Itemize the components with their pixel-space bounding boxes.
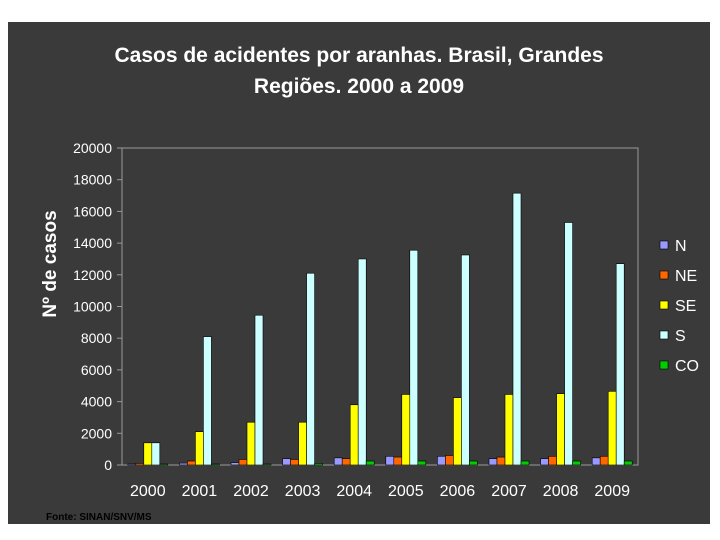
legend-label-s: S [675, 328, 686, 345]
x-tick-label: 2000 [130, 483, 166, 500]
y-tick-label: 2000 [81, 425, 112, 441]
bar-n-2003 [282, 458, 291, 466]
bar-co-2005 [417, 460, 427, 466]
bar-s-2003 [306, 272, 315, 466]
y-tick-label: 6000 [81, 362, 112, 378]
bar-co-2009 [623, 460, 633, 466]
bar-s-2005 [409, 249, 419, 466]
bar-se-2004 [349, 404, 359, 466]
bar-co-2008 [572, 460, 581, 466]
bar-co-2000 [159, 463, 169, 466]
bar-n-2005 [385, 455, 395, 466]
bar-ne-2008 [548, 455, 557, 466]
bar-chart: 0 2000 4000 6000 8000 10000 12000 14000 16000 180… [40, 140, 699, 500]
bar-se-2009 [607, 390, 617, 466]
bar-n-2000 [127, 463, 137, 466]
bar-n-2009 [591, 457, 601, 466]
y-tick-label: 10000 [73, 299, 112, 315]
bar-ne-2006 [445, 455, 454, 466]
legend-swatch-ne [659, 270, 669, 280]
bar-ne-2007 [496, 456, 506, 466]
bar-n-2006 [437, 455, 446, 466]
legend-label-se: SE [675, 298, 696, 315]
x-tick-label: 2009 [594, 483, 630, 500]
chart-slide: Casos de acidentes por aranhas. Brasil, … [8, 22, 710, 524]
y-tick-label: 14000 [73, 235, 112, 251]
chart-title: Casos de acidentes por aranhas. Brasil, … [8, 40, 710, 102]
legend-swatch-co [659, 360, 669, 370]
y-tick-label: 18000 [73, 172, 112, 188]
x-tick-label: 2007 [491, 483, 527, 500]
bar-s-2000 [151, 442, 161, 466]
bar-co-2006 [469, 460, 478, 466]
y-tick-label: 12000 [73, 267, 112, 283]
x-tick-label: 2008 [543, 483, 579, 500]
bar-s-2002 [254, 314, 264, 466]
x-tick-label: 2005 [388, 483, 424, 500]
bar-s-2008 [564, 222, 573, 466]
bar-co-2003 [314, 463, 323, 466]
y-tick-label: 16000 [73, 203, 112, 219]
bar-se-2006 [453, 397, 462, 466]
bar-ne-2002 [238, 459, 248, 466]
legend-label-co: CO [675, 358, 699, 375]
bar-n-2004 [333, 457, 343, 466]
bar-ne-2001 [187, 460, 196, 466]
y-tick-label: 20000 [73, 140, 112, 156]
x-tick-label: 2001 [182, 483, 218, 500]
x-tick-label: 2003 [285, 483, 321, 500]
bar-se-2003 [298, 421, 307, 466]
bar-s-2006 [461, 254, 470, 466]
bar-s-2007 [512, 192, 522, 466]
y-tick-label: 4000 [81, 394, 112, 410]
bar-n-2001 [179, 462, 188, 466]
bar-se-2002 [246, 421, 256, 466]
x-tick-label: 2002 [233, 483, 269, 500]
legend-swatch-se [659, 300, 669, 310]
bar-se-2007 [504, 394, 514, 466]
bar-n-2008 [540, 458, 549, 466]
x-tick-label: 2004 [336, 483, 372, 500]
chart-title-line-2: Regiões. 2000 a 2009 [253, 75, 465, 98]
bar-co-2002 [262, 463, 272, 466]
source-note: Fonte: SINAN/SNV/MS [46, 512, 152, 523]
y-tick-label: 0 [104, 457, 112, 473]
y-tick-label: 8000 [81, 330, 112, 346]
bar-s-2004 [357, 258, 367, 466]
bar-ne-2000 [135, 463, 145, 466]
bar-ne-2005 [393, 456, 403, 466]
bar-co-2004 [365, 460, 375, 466]
bar-se-2005 [401, 394, 411, 466]
bar-ne-2003 [290, 459, 299, 466]
bar-ne-2009 [599, 455, 609, 466]
chart-title-line-1: Casos de acidentes por aranhas. Brasil, … [114, 44, 604, 67]
bar-co-2007 [520, 460, 530, 466]
legend-label-n: N [675, 238, 687, 255]
bar-co-2001 [211, 463, 220, 466]
legend-swatch-s [659, 330, 669, 340]
bar-s-2001 [203, 336, 212, 466]
legend-swatch-n [659, 240, 669, 250]
bar-se-2000 [143, 442, 153, 466]
bar-se-2001 [195, 431, 204, 466]
bar-s-2009 [615, 263, 625, 466]
x-tick-label: 2006 [440, 483, 476, 500]
bar-n-2007 [488, 458, 498, 466]
bar-n-2002 [230, 462, 240, 466]
bar-ne-2004 [341, 458, 351, 466]
bar-se-2008 [556, 393, 565, 466]
y-axis-label: Nº de casos [40, 210, 61, 317]
legend-label-ne: NE [675, 268, 697, 285]
